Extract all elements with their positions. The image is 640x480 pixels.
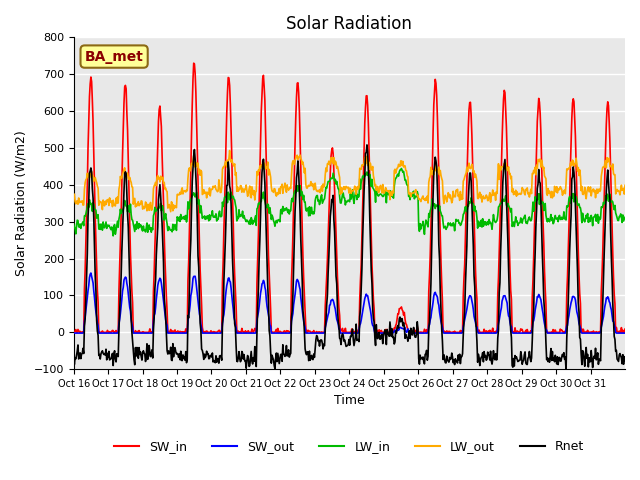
Legend: SW_in, SW_out, LW_in, LW_out, Rnet: SW_in, SW_out, LW_in, LW_out, Rnet <box>109 435 589 458</box>
Y-axis label: Solar Radiation (W/m2): Solar Radiation (W/m2) <box>15 131 28 276</box>
Title: Solar Radiation: Solar Radiation <box>286 15 412 33</box>
Text: BA_met: BA_met <box>84 49 143 63</box>
X-axis label: Time: Time <box>334 395 365 408</box>
